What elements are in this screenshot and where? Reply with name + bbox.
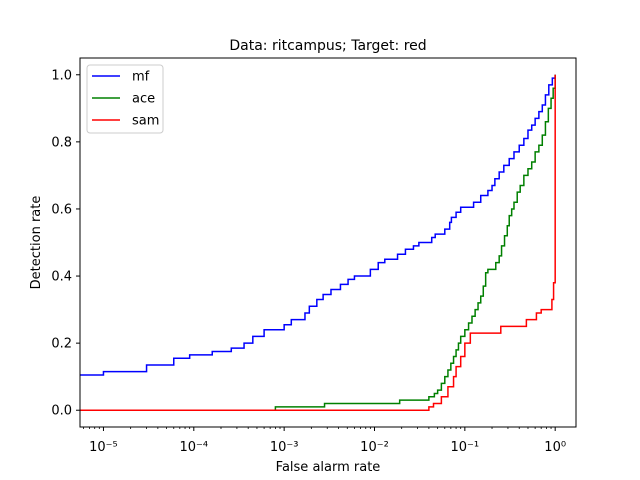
legend-label-ace: ace [132, 92, 155, 107]
x-tick-label: 10⁻¹ [451, 440, 480, 455]
y-tick-label: 0.4 [51, 270, 72, 285]
y-tick-label: 0.2 [51, 337, 72, 352]
y-tick-label: 0.6 [51, 202, 72, 217]
x-tick-label: 10⁰ [544, 440, 566, 455]
y-axis-label: Detection rate [29, 196, 44, 290]
legend-label-mf: mf [132, 70, 150, 85]
x-axis-label: False alarm rate [276, 460, 381, 475]
plot-frame [79, 57, 577, 428]
series-mf-line [80, 74, 556, 376]
x-tick-label: 10⁻³ [270, 440, 299, 455]
x-tick-label: 10⁻⁴ [179, 440, 208, 455]
legend-label-sam: sam [132, 114, 159, 129]
x-tick-label: 10⁻⁵ [89, 440, 118, 455]
series-sam-line [80, 74, 556, 411]
legend-box [86, 64, 164, 134]
y-tick-label: 0.0 [51, 404, 72, 419]
series-ace-line [274, 74, 556, 411]
y-tick-label: 0.8 [51, 135, 72, 150]
legend: mf ace sam [86, 64, 164, 134]
x-tick-label: 10⁻² [360, 440, 389, 455]
chart-title: Data: ritcampus; Target: red [229, 38, 426, 54]
y-tick-label: 1.0 [51, 68, 72, 83]
